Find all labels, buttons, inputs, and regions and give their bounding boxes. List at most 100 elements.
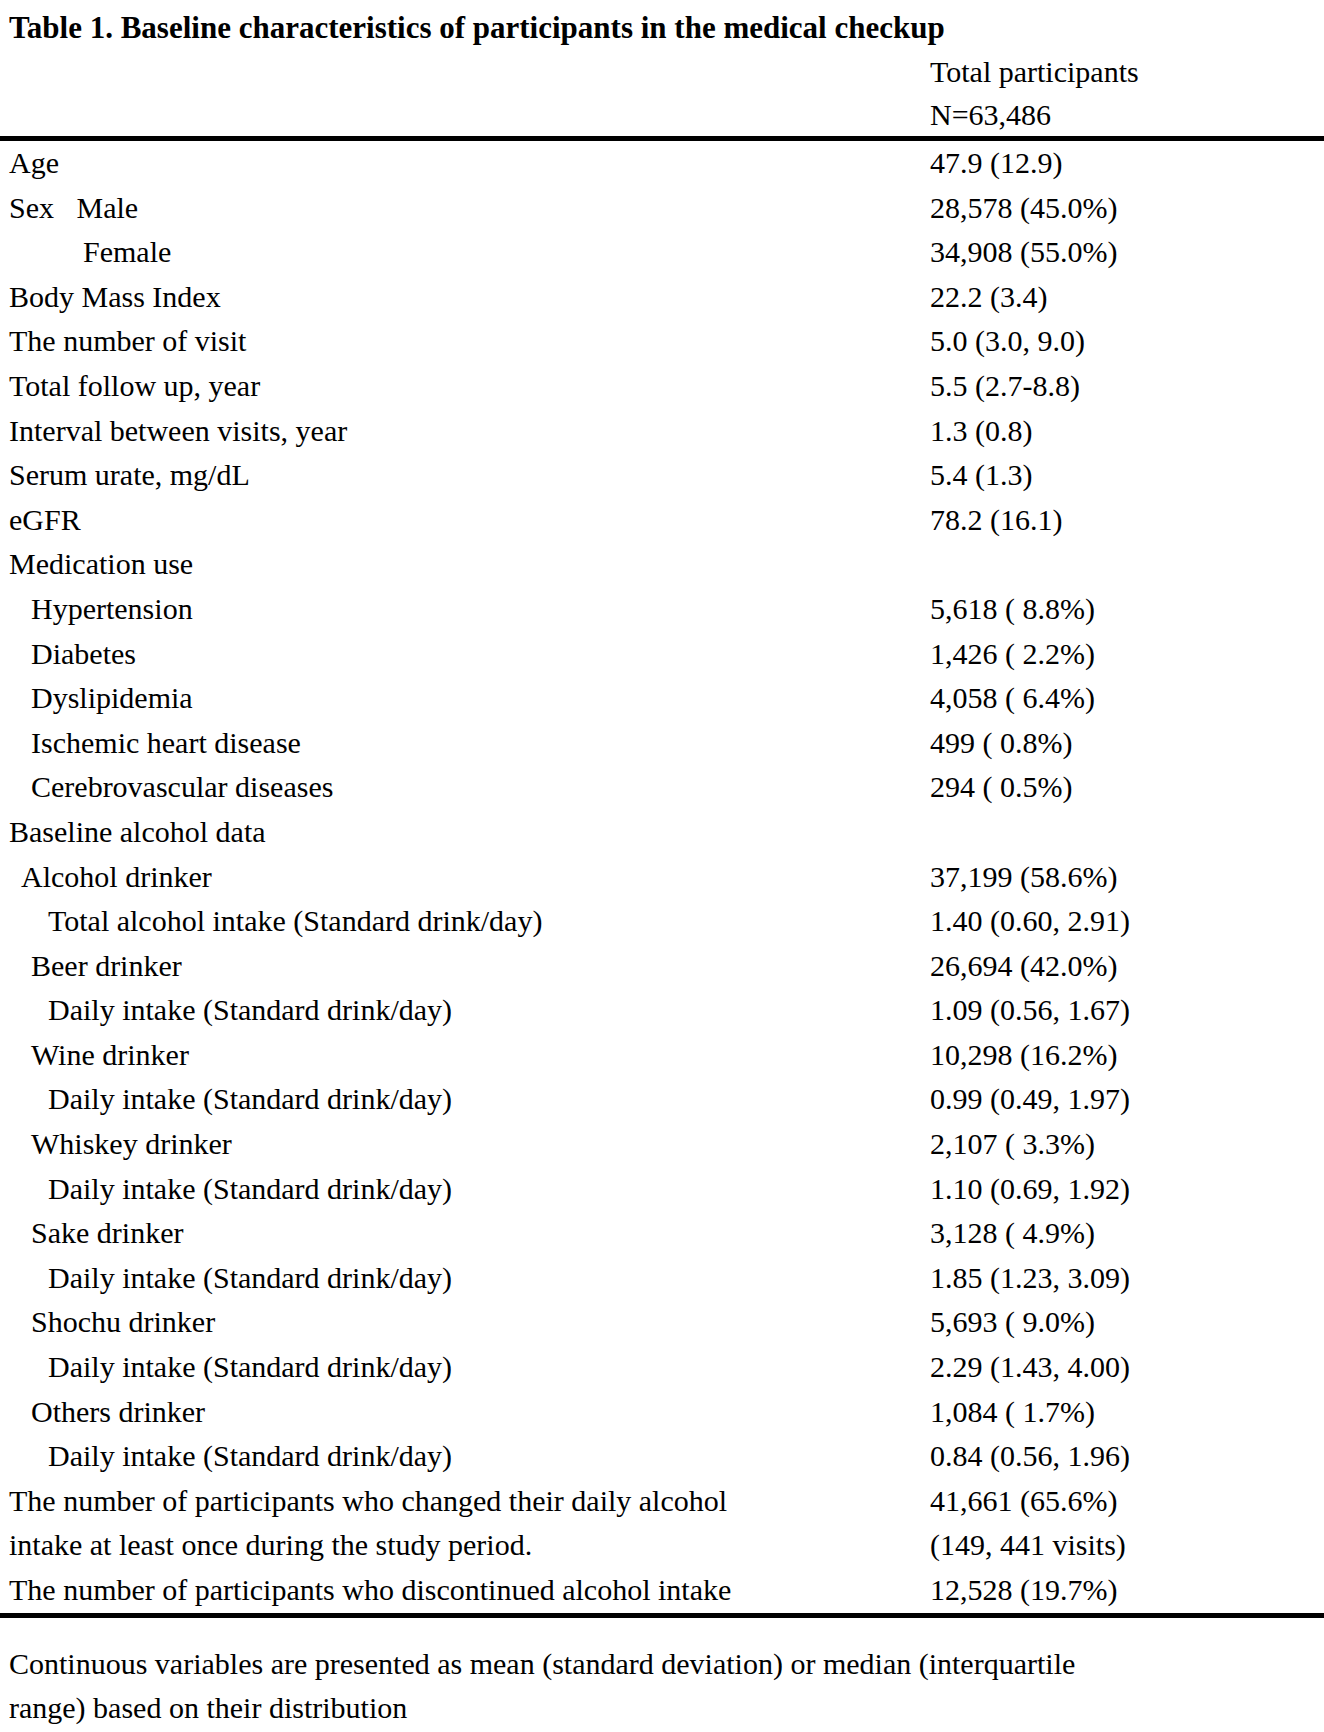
table-row: Serum urate, mg/dL 5.4 (1.3) <box>0 453 1324 498</box>
row-value: 37,199 (58.6%) <box>930 855 1117 900</box>
row-value: 12,528 (19.7%) <box>930 1568 1117 1613</box>
row-value: 10,298 (16.2%) <box>930 1033 1117 1078</box>
table-body: Age47.9 (12.9)Sex Male28,578 (45.0%)Fema… <box>0 141 1324 1613</box>
row-label: Daily intake (Standard drink/day) <box>0 1434 452 1479</box>
row-value: 4,058 ( 6.4%) <box>930 676 1095 721</box>
row-value: 1.40 (0.60, 2.91) <box>930 899 1130 944</box>
row-label: Daily intake (Standard drink/day) <box>0 1077 452 1122</box>
table-row: Daily intake (Standard drink/day) 0.99 (0… <box>0 1077 1324 1122</box>
row-label: The number of participants who changed t… <box>0 1479 727 1568</box>
row-value: 5.4 (1.3) <box>930 453 1032 498</box>
table-row: Daily intake (Standard drink/day) 1.85 (1… <box>0 1256 1324 1301</box>
table-row: Daily intake (Standard drink/day) 2.29 (1… <box>0 1345 1324 1390</box>
table-row: The number of participants who changed t… <box>0 1479 1324 1568</box>
row-value: 5,693 ( 9.0%) <box>930 1300 1095 1345</box>
table-title: Table 1. Baseline characteristics of par… <box>0 0 1324 50</box>
table-row: eGFR 78.2 (16.1) <box>0 498 1324 543</box>
table-row: Total alcohol intake (Standard drink/day… <box>0 899 1324 944</box>
row-value: 0.84 (0.56, 1.96) <box>930 1434 1130 1479</box>
table-row: Cerebrovascular diseases 294 ( 0.5%) <box>0 765 1324 810</box>
table-footnote: Continuous variables are presented as me… <box>0 1618 1324 1730</box>
row-label: Beer drinker <box>0 944 182 989</box>
row-value: 2,107 ( 3.3%) <box>930 1122 1095 1167</box>
row-label: Cerebrovascular diseases <box>0 765 333 810</box>
table-row: The number of visit 5.0 (3.0, 9.0) <box>0 319 1324 364</box>
row-label: Daily intake (Standard drink/day) <box>0 1256 452 1301</box>
row-value: 5,618 ( 8.8%) <box>930 587 1095 632</box>
row-label: Serum urate, mg/dL <box>0 453 250 498</box>
row-value: 26,694 (42.0%) <box>930 944 1117 989</box>
table-row: Wine drinker 10,298 (16.2%) <box>0 1033 1324 1078</box>
row-label: The number of visit <box>0 319 246 364</box>
row-value: 5.5 (2.7-8.8) <box>930 364 1080 409</box>
row-label: Sake drinker <box>0 1211 183 1256</box>
row-label: Daily intake (Standard drink/day) <box>0 988 452 1033</box>
table-row: Dyslipidemia 4,058 ( 6.4%) <box>0 676 1324 721</box>
table-row: Sex Male 28,578 (45.0%) <box>0 186 1324 231</box>
row-label: The number of participants who discontin… <box>0 1568 731 1613</box>
row-value: 499 ( 0.8%) <box>930 721 1072 766</box>
row-label: Sex Male <box>0 186 138 231</box>
row-label: eGFR <box>0 498 81 543</box>
table-row: Others drinker 1,084 ( 1.7%) <box>0 1390 1324 1435</box>
row-label: Total follow up, year <box>0 364 260 409</box>
row-label: Hypertension <box>0 587 193 632</box>
table-row: Daily intake (Standard drink/day) 1.10 (0… <box>0 1167 1324 1212</box>
table-row: Interval between visits, year 1.3 (0.8) <box>0 409 1324 454</box>
row-label: Female <box>0 230 171 275</box>
row-value: 2.29 (1.43, 4.00) <box>930 1345 1130 1390</box>
row-label: Others drinker <box>0 1390 205 1435</box>
table-row: Hypertension 5,618 ( 8.8%) <box>0 587 1324 632</box>
row-label: Diabetes <box>0 632 136 677</box>
row-value: 1.85 (1.23, 3.09) <box>930 1256 1130 1301</box>
row-label: Body Mass Index <box>0 275 221 320</box>
row-label: Dyslipidemia <box>0 676 193 721</box>
table-row: Body Mass Index 22.2 (3.4) <box>0 275 1324 320</box>
table-row: Age 47.9 (12.9) <box>0 141 1324 186</box>
column-header-line2: N=63,486 <box>930 93 1324 136</box>
row-value: 1.3 (0.8) <box>930 409 1032 454</box>
row-value: 294 ( 0.5%) <box>930 765 1072 810</box>
table-row: Ischemic heart disease 499 ( 0.8%) <box>0 721 1324 766</box>
table-row: The number of participants who discontin… <box>0 1568 1324 1613</box>
row-value: 0.99 (0.49, 1.97) <box>930 1077 1130 1122</box>
row-label: Whiskey drinker <box>0 1122 232 1167</box>
row-value: 47.9 (12.9) <box>930 141 1062 186</box>
row-value: 41,661 (65.6%) (149, 441 visits) <box>930 1479 1126 1568</box>
row-value: 1.09 (0.56, 1.67) <box>930 988 1130 1033</box>
row-value: 1,084 ( 1.7%) <box>930 1390 1095 1435</box>
row-label: Interval between visits, year <box>0 409 347 454</box>
table-row: Medication use <box>0 542 1324 587</box>
row-label: Total alcohol intake (Standard drink/day… <box>0 899 542 944</box>
row-label: Baseline alcohol data <box>0 810 266 855</box>
row-label: Daily intake (Standard drink/day) <box>0 1345 452 1390</box>
row-value: 1.10 (0.69, 1.92) <box>930 1167 1130 1212</box>
column-header-line1: Total participants <box>930 50 1324 93</box>
table-row: Total follow up, year 5.5 (2.7-8.8) <box>0 364 1324 409</box>
table-row: Diabetes 1,426 ( 2.2%) <box>0 632 1324 677</box>
row-label: Ischemic heart disease <box>0 721 301 766</box>
row-value: 28,578 (45.0%) <box>930 186 1117 231</box>
row-value: 3,128 ( 4.9%) <box>930 1211 1095 1256</box>
table-row: Sake drinker 3,128 ( 4.9%) <box>0 1211 1324 1256</box>
table-row: Beer drinker 26,694 (42.0%) <box>0 944 1324 989</box>
row-label: Daily intake (Standard drink/day) <box>0 1167 452 1212</box>
row-value: 1,426 ( 2.2%) <box>930 632 1095 677</box>
row-label: Age <box>0 141 59 186</box>
table-row: Shochu drinker 5,693 ( 9.0%) <box>0 1300 1324 1345</box>
paper-table-page: Table 1. Baseline characteristics of par… <box>0 0 1324 1732</box>
table-row: Whiskey drinker 2,107 ( 3.3%) <box>0 1122 1324 1167</box>
row-value: 5.0 (3.0, 9.0) <box>930 319 1085 364</box>
row-label: Shochu drinker <box>0 1300 215 1345</box>
row-value: 22.2 (3.4) <box>930 275 1047 320</box>
row-label: Wine drinker <box>0 1033 189 1078</box>
table-row: Female34,908 (55.0%) <box>0 230 1324 275</box>
table-row: Daily intake (Standard drink/day) 0.84 (0… <box>0 1434 1324 1479</box>
column-header: Total participants N=63,486 <box>0 50 1324 136</box>
row-value: 78.2 (16.1) <box>930 498 1062 543</box>
row-label: Alcohol drinker <box>0 855 212 900</box>
table-row: Baseline alcohol data <box>0 810 1324 855</box>
table-row: Daily intake (Standard drink/day) 1.09 (0… <box>0 988 1324 1033</box>
row-label: Medication use <box>0 542 193 587</box>
table-row: Alcohol drinker 37,199 (58.6%) <box>0 855 1324 900</box>
